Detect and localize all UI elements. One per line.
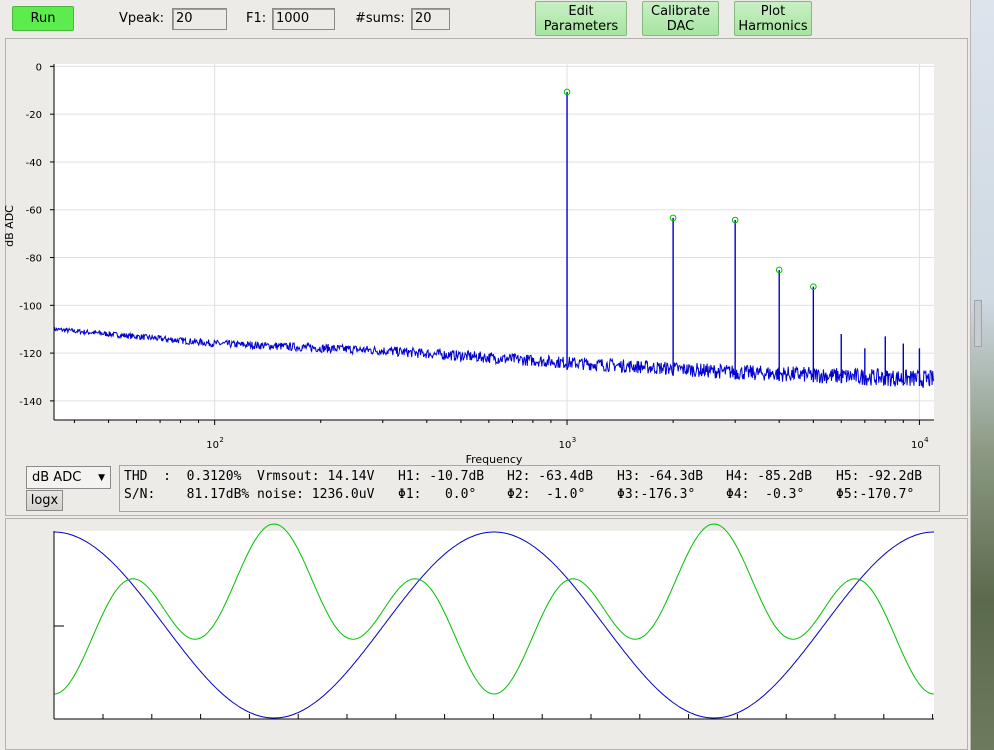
spectrum-x-tick-exponent: 4 (924, 436, 929, 444)
scale-select[interactable]: dB ADC ▼ (26, 466, 111, 489)
stat-h4: H4: -85.2dB (726, 469, 813, 484)
harmonic-marker (731, 216, 739, 224)
plot-harmonics-button[interactable]: Plot Harmonics (734, 1, 812, 36)
spectrum-plot[interactable]: 0-20-40-60-80-100-120-140 10 2 10 3 10 4 Freq… (0, 38, 970, 508)
harmonic-marker (563, 88, 571, 96)
spectrum-y-tick-label: -40 (26, 158, 42, 169)
calibrate-dac-line2: DAC (666, 19, 695, 34)
chevron-down-icon: ▼ (98, 473, 105, 483)
spectrum-y-tick-label: 0 (36, 62, 42, 73)
spectrum-peaks (566, 91, 921, 387)
spectrum-x-tick-label: 10 (559, 440, 572, 451)
spectrum-plot-area (54, 64, 934, 420)
harmonic-marker (775, 266, 783, 274)
stat-h2: H2: -63.4dB (507, 469, 594, 484)
stat-noise: noise: 1236.0uV (257, 487, 375, 502)
spectrum-series-line (53, 327, 935, 388)
stat-vrmsout: Vrmsout: 14.14V (257, 469, 375, 484)
calibrate-dac-line1: Calibrate (651, 4, 710, 19)
spectrum-y-tick-label: -100 (19, 301, 42, 312)
vpeak-label: Vpeak: (119, 11, 165, 26)
sums-input[interactable]: 20 (411, 8, 450, 30)
spectrum-y-tick-label: -20 (26, 110, 42, 121)
app-window: Run Vpeak: 20 F1: 1000 #sums: 20 Edit Pa… (0, 0, 971, 750)
spectrum-y-tick-label: -60 (26, 206, 42, 217)
waveform-series-green (53, 523, 935, 695)
harmonic-marker (669, 214, 677, 222)
toolbar: Run Vpeak: 20 F1: 1000 #sums: 20 Edit Pa… (0, 0, 970, 38)
stat-phi1: Φ1: 0.0° (398, 487, 477, 502)
stat-thd: THD : 0.3120% (124, 469, 242, 484)
edit-parameters-line2: Parameters (543, 19, 619, 34)
spectrum-y-tick-label: -140 (19, 397, 42, 408)
waveform-series-blue (54, 531, 934, 719)
sums-label: #sums: (355, 11, 405, 26)
stat-phi5: Φ5:-170.7° (836, 487, 915, 502)
spectrum-x-tick-exponent: 2 (219, 436, 223, 444)
plot-harmonics-line1: Plot (760, 4, 786, 19)
stat-sn: S/N: 81.17dB% (124, 487, 250, 502)
logx-button[interactable]: logx (26, 490, 63, 511)
run-button[interactable]: Run (12, 6, 74, 31)
spectrum-x-tick-exponent: 3 (572, 436, 576, 444)
stat-phi3: Φ3:-176.3° (617, 487, 696, 502)
stat-phi4: Φ4: -0.3° (726, 487, 805, 502)
stats-box: THD : 0.3120% Vrmsout: 14.14V H1: -10.7d… (119, 465, 940, 512)
stat-h5: H5: -92.2dB (836, 469, 923, 484)
f1-label: F1: (246, 11, 267, 26)
spectrum-y-ticks: 0 -20 -40 -60 -80 -100 -120 -140 (19, 62, 54, 408)
spectrum-y-label: dB ADC (3, 205, 16, 247)
stat-phi2: Φ2: -1.0° (507, 487, 586, 502)
edit-parameters-line1: Edit (568, 4, 594, 19)
edit-parameters-button[interactable]: Edit Parameters (535, 1, 627, 36)
spectrum-panel (5, 38, 968, 516)
waveform-x-ticks (102, 714, 934, 719)
harmonic-marker (810, 283, 817, 290)
spectrum-y-tick-label: -120 (19, 349, 42, 360)
spectrum-x-tick-label: 10 (206, 440, 219, 451)
spectrum-x-ticks: 10 2 10 3 10 4 (73, 420, 929, 451)
desktop-scrollbar[interactable] (974, 300, 982, 347)
spectrum-x-tick-label: 10 (911, 440, 924, 451)
stat-h3: H3: -64.3dB (617, 469, 704, 484)
waveform-plot[interactable] (0, 518, 970, 750)
desktop-background (970, 0, 994, 750)
waveform-plot-area (54, 531, 934, 719)
harmonic-markers (563, 88, 817, 290)
f1-input[interactable]: 1000 (272, 8, 335, 30)
vpeak-input[interactable]: 20 (172, 8, 227, 30)
stat-h1: H1: -10.7dB (398, 469, 485, 484)
spectrum-x-label: Frequency (466, 453, 523, 466)
calibrate-dac-button[interactable]: Calibrate DAC (642, 1, 719, 36)
plot-harmonics-line2: Harmonics (738, 19, 808, 34)
scale-select-value: dB ADC (32, 470, 82, 485)
spectrum-y-tick-label: -80 (26, 254, 42, 265)
